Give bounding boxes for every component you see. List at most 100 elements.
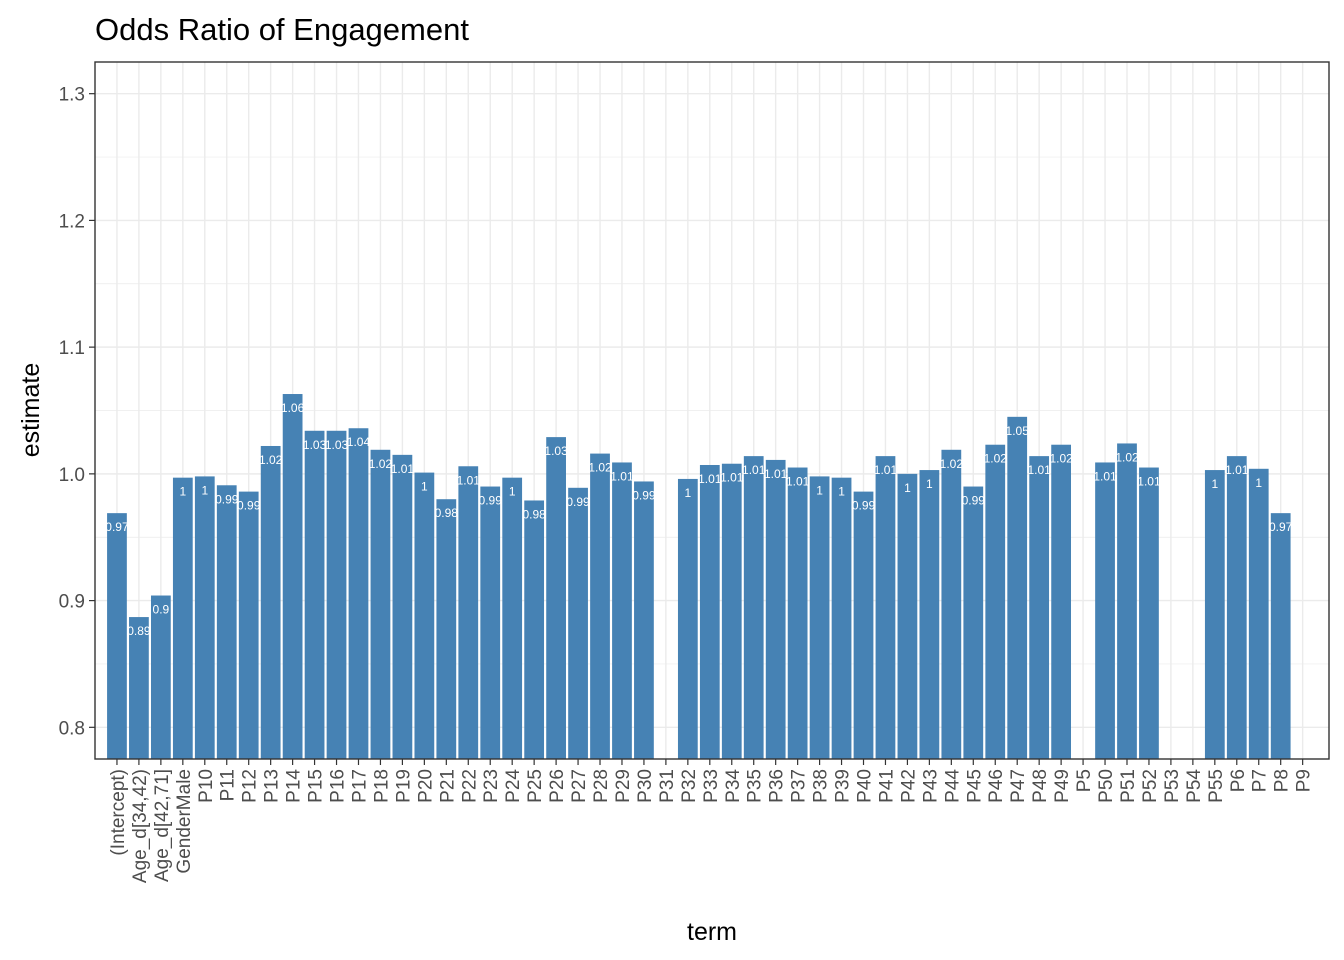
y-tick-label: 1.3	[59, 85, 85, 106]
bar	[1270, 513, 1291, 759]
x-tick-label: P7	[1250, 769, 1271, 792]
data-label: 1.01	[764, 467, 788, 481]
data-label: 1.01	[1137, 475, 1161, 489]
bar	[1007, 416, 1028, 759]
data-label: 0.97	[105, 520, 129, 534]
data-label: 1	[421, 480, 428, 494]
bar	[194, 476, 215, 759]
bar	[107, 513, 127, 759]
x-tick-label: P19	[393, 769, 414, 803]
bar	[480, 486, 501, 759]
x-tick-label: P16	[328, 769, 349, 803]
x-tick-label: P6	[1228, 769, 1249, 792]
data-label: 1.05	[1006, 424, 1030, 438]
x-axis: (Intercept) Age_d[34,42) Age_d[42,71] Gende…	[108, 759, 1315, 883]
x-tick-label: P51	[1118, 769, 1139, 803]
bar	[414, 472, 435, 759]
x-tick-label: P46	[986, 769, 1007, 803]
data-label: 0.9	[153, 603, 170, 617]
bar	[1117, 443, 1137, 759]
data-label: 1.01	[457, 473, 481, 487]
bar	[524, 500, 545, 759]
x-tick-label: P22	[459, 769, 480, 803]
data-label: 1.01	[786, 475, 810, 489]
data-label: 1	[201, 483, 208, 497]
data-label: 1.01	[610, 469, 634, 483]
bar	[765, 459, 786, 759]
x-tick-label: P20	[415, 769, 436, 803]
x-tick-label: P43	[920, 769, 941, 803]
x-tick-label: P35	[745, 769, 766, 803]
bar	[1029, 456, 1050, 759]
y-tick-label: 1.0	[59, 465, 85, 486]
x-tick-label: Age_d[34,42)	[130, 769, 151, 883]
data-labels-layer: 0.970.890.91 10.990.991.021.061.031.031.0…	[105, 401, 1292, 638]
bar	[941, 449, 962, 759]
x-tick-label: P49	[1052, 769, 1073, 803]
data-label: 1	[179, 485, 186, 499]
data-label: 1.01	[720, 471, 744, 485]
bar	[721, 463, 742, 759]
data-label: 1.02	[259, 453, 283, 467]
bar	[326, 430, 347, 759]
bar	[897, 473, 918, 759]
x-tick-label: P28	[591, 769, 612, 803]
bar	[612, 462, 632, 759]
bar	[831, 477, 852, 759]
x-tick-label: P10	[196, 769, 217, 803]
x-tick-label: P48	[1030, 769, 1051, 803]
data-label: 0.99	[632, 488, 656, 502]
x-tick-label: P5	[1074, 769, 1095, 792]
data-label: 0.99	[566, 495, 590, 509]
bar	[699, 464, 720, 759]
data-label: 1.02	[369, 457, 393, 471]
bar	[260, 445, 281, 759]
data-label: 1.02	[984, 452, 1008, 466]
data-label: 1.04	[347, 435, 371, 449]
data-label: 1.02	[940, 457, 964, 471]
y-tick-label: 0.8	[59, 718, 85, 739]
bar	[853, 491, 874, 759]
bar	[1095, 462, 1115, 759]
data-label: 1.02	[1115, 450, 1139, 464]
x-tick-label: P33	[701, 769, 722, 803]
bar	[172, 477, 193, 759]
data-label: 1	[1211, 477, 1218, 491]
x-tick-label: P17	[349, 769, 370, 803]
x-tick-label: GenderMale	[174, 769, 195, 874]
data-label: 0.97	[1269, 520, 1293, 534]
data-label: 1.06	[281, 401, 305, 415]
bar	[370, 449, 391, 759]
data-label: 1	[838, 485, 845, 499]
data-label: 1	[509, 485, 516, 499]
data-label: 1.02	[1049, 452, 1073, 466]
data-label: 1.03	[303, 438, 327, 452]
bar	[502, 477, 523, 759]
data-label: 1.03	[544, 444, 568, 458]
x-tick-label: P15	[306, 769, 327, 803]
data-label: 1.01	[742, 463, 766, 477]
data-label: 1	[1255, 476, 1262, 490]
data-label: 0.99	[962, 494, 986, 508]
x-tick-label: P31	[657, 769, 678, 803]
bar	[304, 430, 325, 759]
data-label: 0.99	[237, 499, 261, 513]
x-tick-label: P47	[1008, 769, 1029, 803]
bar	[392, 454, 413, 759]
x-tick-label: P55	[1206, 769, 1227, 803]
bar	[919, 470, 940, 759]
bar	[1051, 444, 1072, 759]
data-label: 0.99	[215, 492, 239, 506]
chart-title: Odds Ratio of Engagement	[95, 12, 469, 47]
bar	[568, 487, 588, 759]
x-tick-label: P40	[855, 769, 876, 803]
bar	[634, 481, 654, 759]
x-tick-label: P24	[503, 769, 524, 803]
bar	[458, 466, 479, 759]
data-label: 1	[816, 483, 823, 497]
x-tick-label: P14	[284, 769, 305, 803]
x-tick-label: P39	[833, 769, 854, 803]
data-label: 1.01	[1093, 469, 1117, 483]
y-tick-label: 1.1	[59, 338, 85, 359]
